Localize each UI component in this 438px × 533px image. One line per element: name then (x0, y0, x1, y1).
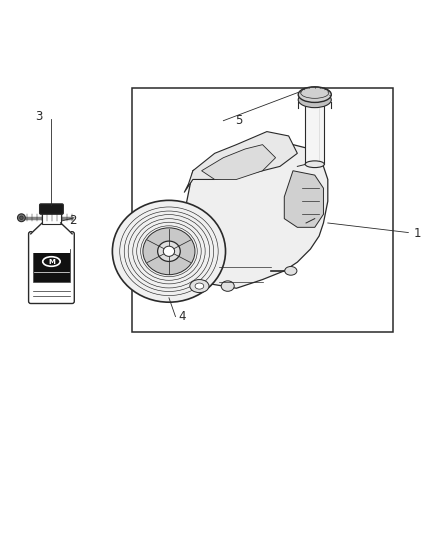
Polygon shape (184, 132, 297, 192)
FancyBboxPatch shape (33, 249, 70, 282)
Text: 4: 4 (178, 310, 186, 323)
FancyBboxPatch shape (33, 249, 70, 253)
Text: MaxxPro: MaxxPro (40, 276, 63, 281)
Text: 5: 5 (235, 114, 242, 127)
Ellipse shape (195, 283, 204, 289)
Ellipse shape (143, 228, 195, 274)
FancyBboxPatch shape (42, 213, 61, 224)
FancyBboxPatch shape (132, 88, 393, 332)
Text: 3: 3 (35, 110, 42, 123)
Ellipse shape (298, 87, 331, 102)
Polygon shape (184, 144, 328, 288)
Ellipse shape (163, 246, 175, 256)
Ellipse shape (20, 216, 23, 220)
FancyBboxPatch shape (39, 204, 64, 214)
Ellipse shape (158, 241, 180, 262)
FancyBboxPatch shape (305, 101, 324, 164)
Ellipse shape (190, 279, 209, 293)
Polygon shape (201, 144, 276, 180)
FancyBboxPatch shape (28, 232, 74, 303)
Ellipse shape (113, 200, 226, 302)
Ellipse shape (305, 161, 324, 167)
Text: 2: 2 (70, 214, 77, 227)
Ellipse shape (18, 214, 25, 222)
Ellipse shape (285, 266, 297, 275)
Text: 1: 1 (413, 228, 421, 240)
Text: M: M (48, 259, 55, 264)
Polygon shape (284, 171, 323, 228)
Ellipse shape (221, 281, 234, 292)
Polygon shape (31, 223, 72, 234)
Ellipse shape (298, 92, 331, 108)
